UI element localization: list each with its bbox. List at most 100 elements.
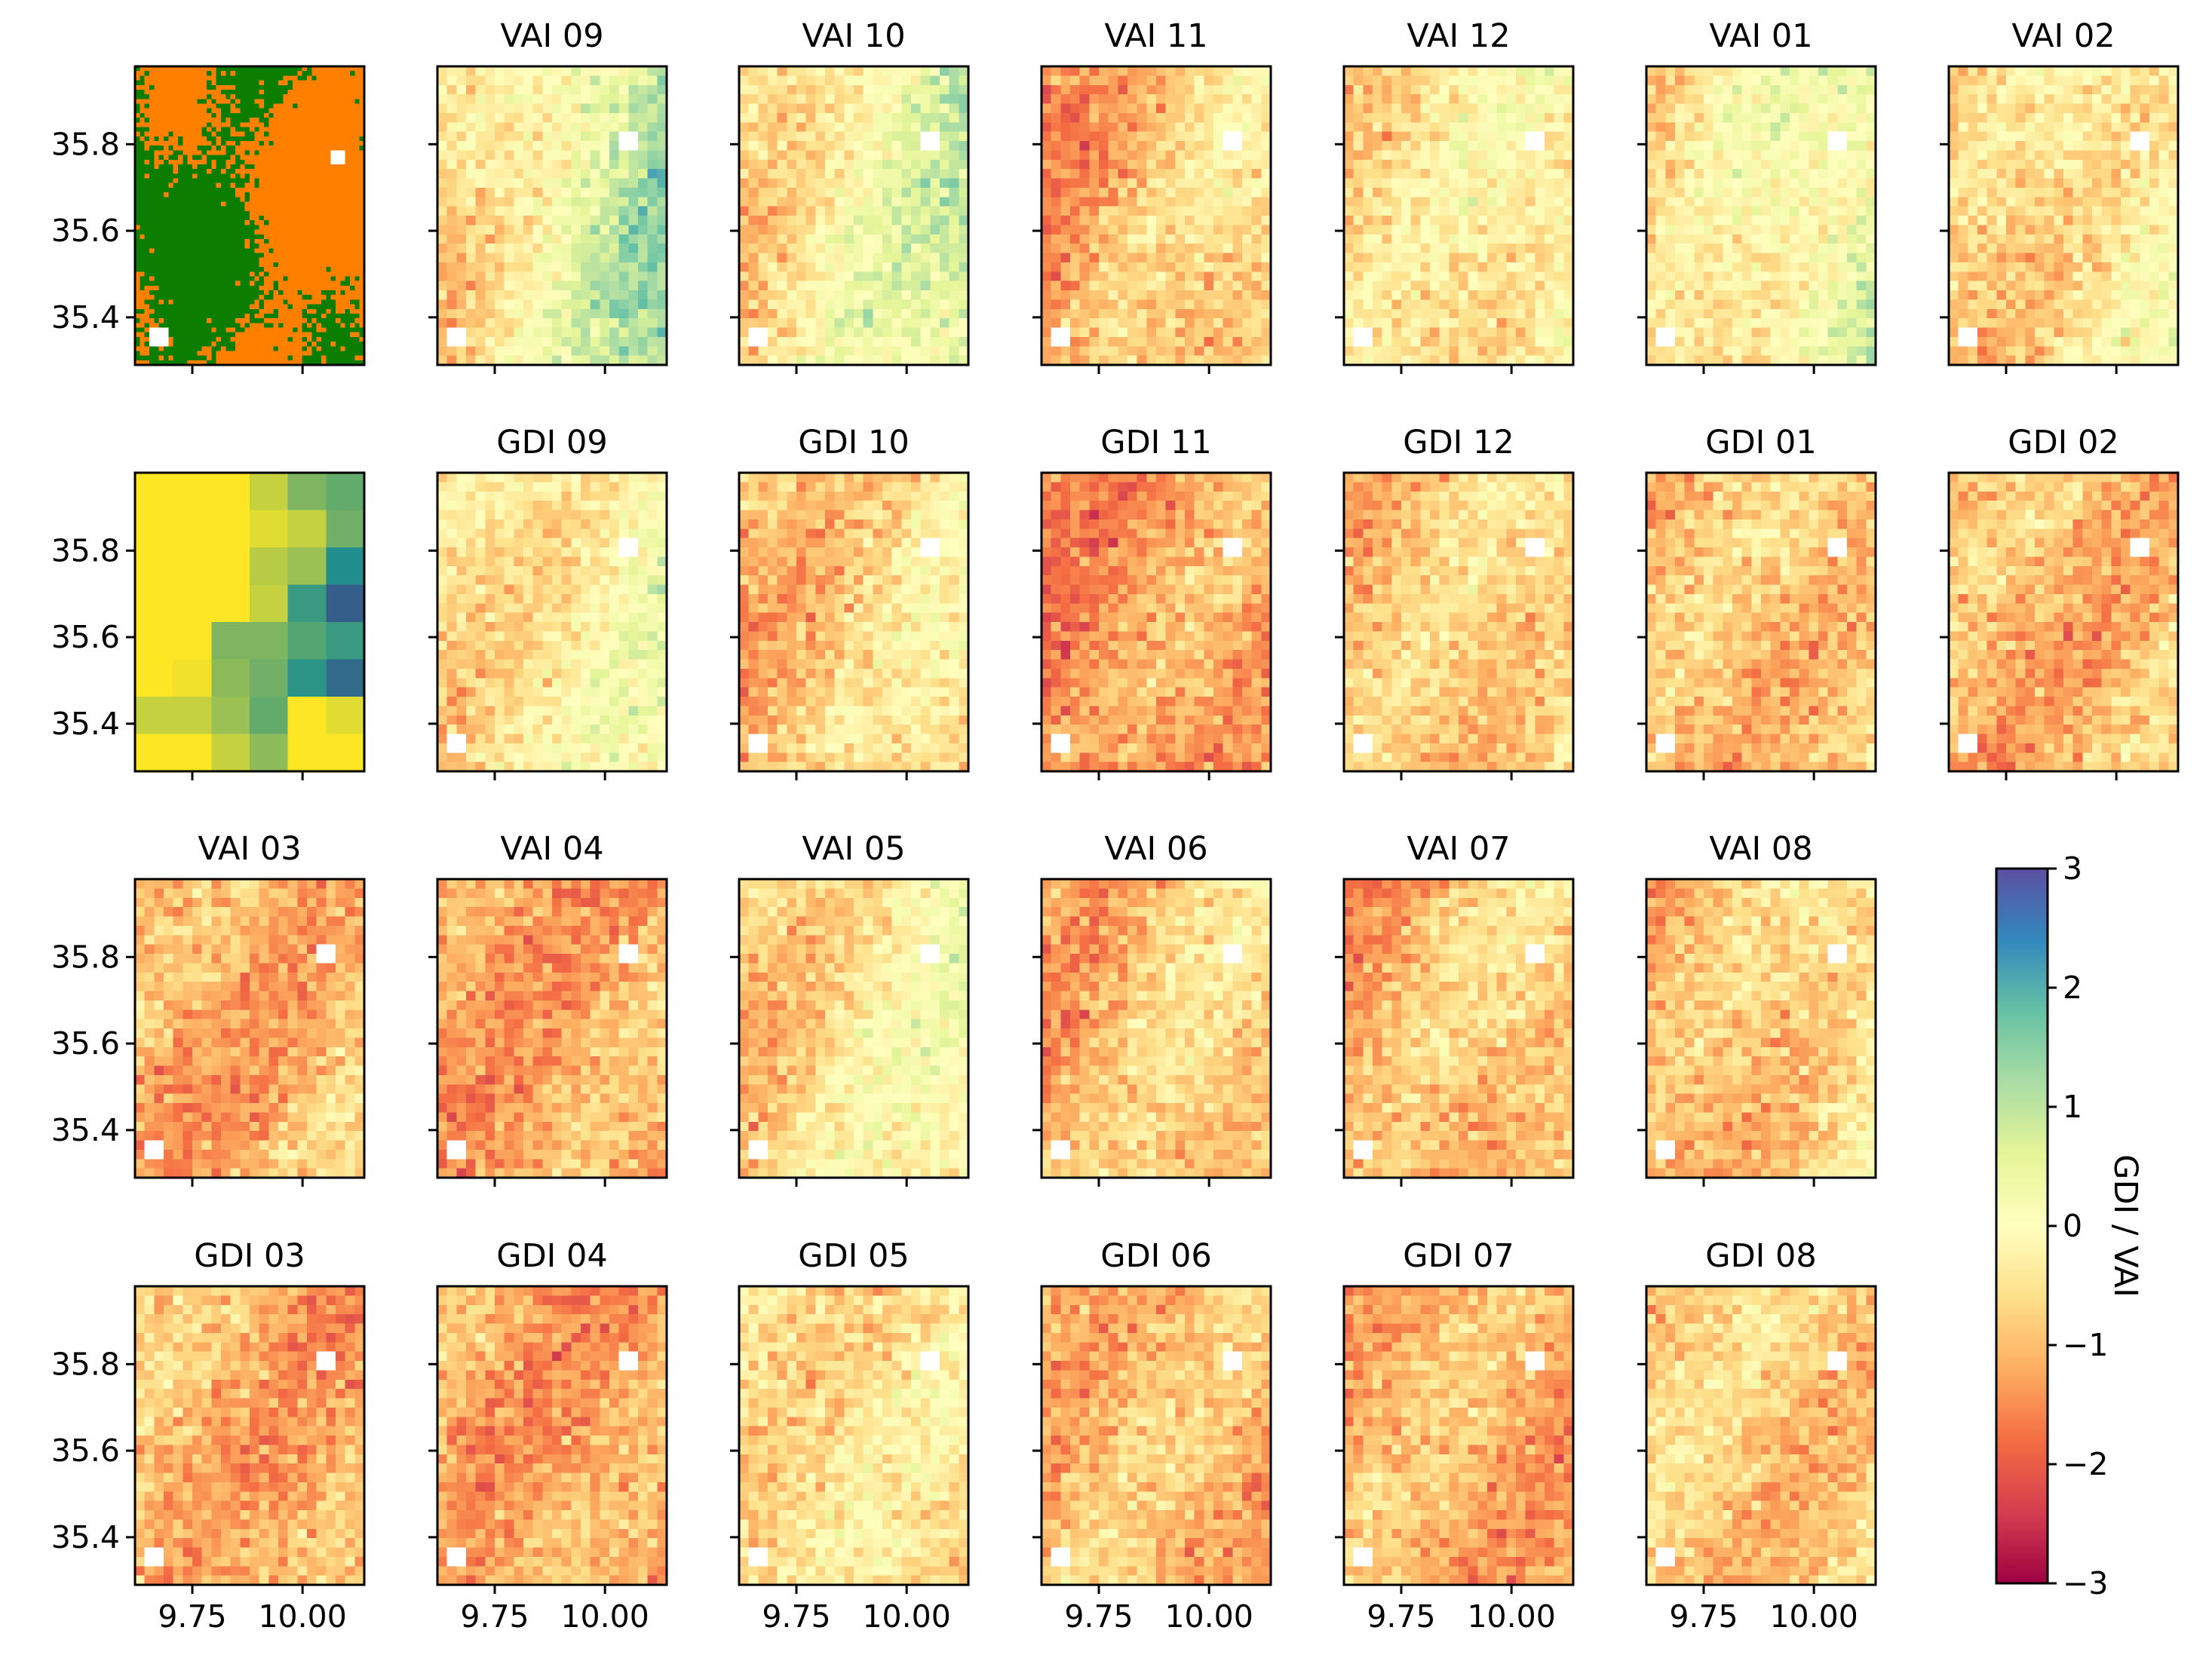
x-tick-label: 9.75 <box>1669 1598 1738 1635</box>
x-tick-label: 10.00 <box>862 1598 950 1635</box>
raster-image <box>135 879 364 1178</box>
y-tick-label: 35.6 <box>51 1433 120 1469</box>
x-tick-label: 9.75 <box>1064 1598 1133 1635</box>
x-tick-label: 9.75 <box>460 1598 529 1635</box>
raster-image <box>1646 66 1876 365</box>
panel-title: GDI 08 <box>1705 1237 1817 1275</box>
panel-title: GDI 12 <box>1403 424 1514 461</box>
panel-title: GDI 02 <box>2008 424 2119 461</box>
panel-title: VAI 11 <box>1104 17 1207 55</box>
panel-vai-01: VAI 01 <box>1637 17 1877 374</box>
raster-image <box>739 473 968 771</box>
panel-gdi-07: GDI 07 9.75 10.00 <box>1335 1237 1575 1635</box>
raster-image <box>1344 1286 1573 1585</box>
y-tick-label: 35.4 <box>51 1519 120 1555</box>
raster-image <box>1646 473 1876 771</box>
axes-frame <box>1040 65 1272 366</box>
axes-frame <box>436 65 668 366</box>
raster-image <box>1949 66 2178 365</box>
raster-image <box>1042 66 1271 365</box>
x-tick-label: 9.75 <box>762 1598 830 1635</box>
colorbar-label: GDI / VAI <box>2106 1154 2144 1298</box>
y-tick-label: 35.8 <box>51 532 120 568</box>
raster-image <box>135 473 364 771</box>
panel-vai-09: VAI 09 <box>428 17 668 374</box>
raster-image <box>739 879 968 1178</box>
axes-frame <box>1342 65 1575 366</box>
colorbar: 3 2 1 0 −1 −2 −3 GDI / VAI <box>1995 850 2144 1601</box>
axes-frame <box>133 1285 366 1586</box>
panel-gdi-03: GDI 03 35.8 35.6 35.4 9.75 10.00 <box>51 1237 366 1635</box>
x-tick-label: 10.00 <box>1164 1598 1253 1635</box>
panel-vai-03: VAI 03 35.8 35.6 35.4 <box>51 830 366 1187</box>
panel-vai-12: VAI 12 <box>1335 17 1575 374</box>
raster-image <box>739 1286 968 1585</box>
raster-image <box>135 66 364 365</box>
panel-title: VAI 05 <box>802 830 905 868</box>
panel-vai-08: VAI 08 <box>1637 830 1877 1187</box>
panel-gdi-08: GDI 08 9.75 10.00 <box>1637 1237 1877 1635</box>
panel-gdi-10: GDI 10 <box>730 424 970 780</box>
colorbar-tick-label: −3 <box>2063 1565 2108 1601</box>
panel-title: GDI 09 <box>496 424 608 461</box>
panel-title: GDI 04 <box>496 1237 608 1275</box>
raster-image <box>1344 879 1573 1178</box>
y-tick-label: 35.4 <box>51 299 120 336</box>
panel-title: GDI 05 <box>798 1237 910 1275</box>
panel-landcover: 35.8 35.6 35.4 <box>51 65 366 374</box>
panel-gdi-02: GDI 02 <box>1940 424 2180 780</box>
y-tick-label: 35.4 <box>51 706 120 742</box>
panel-title: GDI 11 <box>1100 424 1212 461</box>
raster-image <box>1646 1286 1876 1585</box>
axes-frame <box>436 1285 668 1586</box>
colorbar-tick-label: −2 <box>2063 1446 2108 1482</box>
panel-title: VAI 09 <box>500 17 603 55</box>
panel-title: GDI 06 <box>1100 1237 1212 1275</box>
panel-title: VAI 03 <box>198 830 301 868</box>
panel-vai-06: VAI 06 <box>1032 830 1272 1187</box>
axes-frame <box>1645 65 1877 366</box>
panel-title: VAI 07 <box>1407 830 1510 868</box>
panel-title: VAI 04 <box>500 830 603 868</box>
axes-frame <box>436 471 668 773</box>
colorbar-tick-label: −1 <box>2063 1327 2108 1363</box>
axes-frame <box>1040 471 1272 773</box>
colorbar-ticks: 3 2 1 0 −1 −2 −3 <box>2048 850 2108 1601</box>
raster-image <box>739 66 968 365</box>
raster-image <box>1344 473 1573 771</box>
panel-vai-07: VAI 07 <box>1335 830 1575 1187</box>
axes-frame <box>133 878 366 1179</box>
colorbar-tick-label: 1 <box>2063 1089 2082 1125</box>
panel-vai-11: VAI 11 <box>1032 17 1272 374</box>
panel-title: VAI 12 <box>1407 17 1510 55</box>
axes-frame <box>133 471 366 773</box>
colorbar-tick-label: 3 <box>2063 850 2082 887</box>
x-tick-label: 10.00 <box>258 1598 346 1635</box>
panel-gdi-09: GDI 09 <box>428 424 668 780</box>
panel-gdi-05: GDI 05 9.75 10.00 <box>730 1237 970 1635</box>
axes-frame <box>1040 878 1272 1179</box>
panel-vai-04: VAI 04 <box>428 830 668 1187</box>
axes-frame <box>1947 471 2180 773</box>
axes-frame <box>738 1285 970 1586</box>
panel-title: GDI 01 <box>1705 424 1817 461</box>
axes-frame <box>436 878 668 1179</box>
raster-image <box>1042 473 1271 771</box>
panel-title: VAI 01 <box>1709 17 1812 55</box>
raster-image <box>1042 1286 1271 1585</box>
axes-frame <box>1040 1285 1272 1586</box>
panel-title: GDI 03 <box>194 1237 305 1275</box>
axes-frame <box>738 878 970 1179</box>
axes-frame <box>738 65 970 366</box>
panel-gdi-04: GDI 04 9.75 10.00 <box>428 1237 668 1635</box>
panel-title: VAI 10 <box>802 17 905 55</box>
x-tick-label: 9.75 <box>158 1598 226 1635</box>
panel-gdi-06: GDI 06 9.75 10.00 <box>1032 1237 1272 1635</box>
panel-gdi-11: GDI 11 <box>1032 424 1272 780</box>
axes-frame <box>738 471 970 773</box>
panel-vai-02: VAI 02 <box>1940 17 2180 374</box>
axes-frame <box>1645 878 1877 1179</box>
y-tick-label: 35.6 <box>51 619 120 655</box>
panel-gdi-12: GDI 12 <box>1335 424 1575 780</box>
